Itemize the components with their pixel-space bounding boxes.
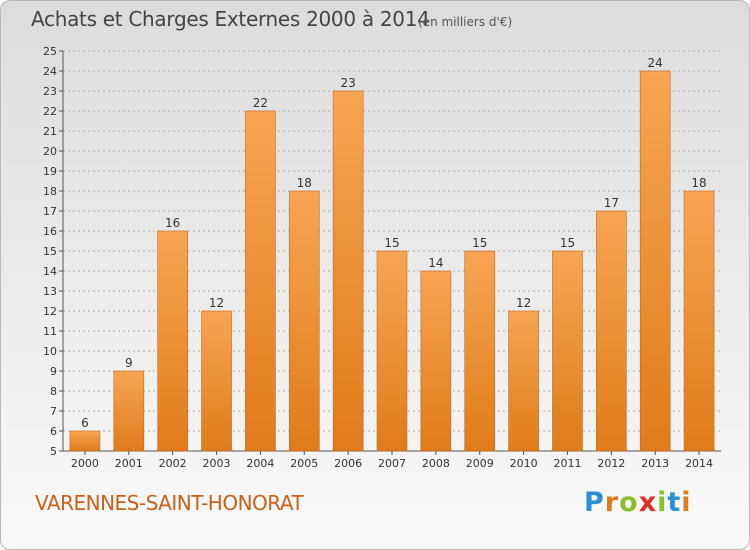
y-tick-label: 22 (43, 105, 57, 118)
y-tick-label: 16 (43, 225, 57, 238)
x-tick-label: 2000 (71, 457, 99, 470)
bar (420, 270, 452, 452)
y-tick-label: 9 (50, 365, 57, 378)
y-tick-label: 17 (43, 205, 57, 218)
y-tick-label: 6 (50, 425, 57, 438)
y-tick-label: 14 (43, 265, 57, 278)
logo-letter: P (584, 487, 605, 518)
y-tick-label: 24 (43, 65, 57, 78)
x-tick-label: 2014 (685, 457, 713, 470)
x-tick-label: 2001 (115, 457, 143, 470)
bar (201, 310, 232, 452)
data-label: 12 (516, 296, 531, 310)
data-label: 15 (384, 236, 399, 250)
data-label: 9 (125, 356, 133, 370)
y-tick-label: 10 (43, 345, 57, 358)
bar (464, 250, 496, 452)
data-label: 12 (209, 296, 224, 310)
logo-letter: i (657, 487, 668, 518)
data-label: 6 (81, 416, 89, 430)
y-tick-label: 5 (50, 445, 57, 458)
data-label: 15 (560, 236, 575, 250)
x-tick-label: 2004 (246, 457, 274, 470)
y-tick-label: 13 (43, 285, 57, 298)
logo-letter: r (604, 487, 620, 518)
bar (113, 370, 145, 452)
y-tick-label: 18 (43, 185, 57, 198)
data-label: 14 (428, 256, 443, 270)
bar (157, 230, 188, 452)
x-tick-label: 2005 (290, 457, 318, 470)
data-label: 18 (297, 176, 312, 190)
bar (376, 250, 408, 452)
x-tick-label: 2013 (641, 457, 669, 470)
y-tick-label: 8 (50, 385, 57, 398)
bar (508, 310, 539, 452)
town-name: VARENNES-SAINT-HONORAT (35, 491, 304, 515)
data-label: 23 (340, 76, 355, 90)
y-tick-label: 19 (43, 165, 57, 178)
data-label: 18 (691, 176, 706, 190)
x-tick-label: 2002 (159, 457, 187, 470)
x-tick-label: 2011 (553, 457, 581, 470)
x-tick-label: 2007 (378, 457, 406, 470)
y-tick-label: 15 (43, 245, 57, 258)
data-label: 22 (253, 96, 268, 110)
bar (332, 90, 364, 452)
bar (683, 190, 715, 452)
logo-letter: x (638, 487, 658, 518)
x-tick-label: 2009 (466, 457, 494, 470)
y-tick-label: 12 (43, 305, 57, 318)
data-label: 17 (604, 196, 619, 210)
x-tick-label: 2003 (203, 457, 231, 470)
data-label: 15 (472, 236, 487, 250)
bar (288, 190, 320, 452)
x-tick-label: 2008 (422, 457, 450, 470)
data-label: 16 (165, 216, 180, 230)
x-tick-label: 2006 (334, 457, 362, 470)
x-tick-label: 2012 (597, 457, 625, 470)
y-tick-label: 11 (43, 325, 57, 338)
proxiti-logo: Proxiti (584, 487, 692, 518)
logo-letter: o (619, 487, 639, 518)
bar (596, 210, 627, 452)
bar (552, 250, 583, 452)
x-tick-label: 2010 (510, 457, 538, 470)
chart-unit: (en milliers d'€) (418, 15, 513, 29)
data-label: 24 (648, 56, 663, 70)
y-tick-label: 23 (43, 85, 57, 98)
chart-title: Achats et Charges Externes 2000 à 2014 (31, 7, 430, 31)
y-tick-label: 25 (43, 45, 57, 58)
bar (245, 110, 276, 452)
bar (639, 70, 671, 452)
y-tick-label: 7 (50, 405, 57, 418)
logo-letter: i (681, 487, 692, 518)
bar (69, 430, 101, 452)
logo-letter: t (667, 487, 682, 518)
y-tick-label: 20 (43, 145, 57, 158)
y-tick-label: 21 (43, 125, 57, 138)
